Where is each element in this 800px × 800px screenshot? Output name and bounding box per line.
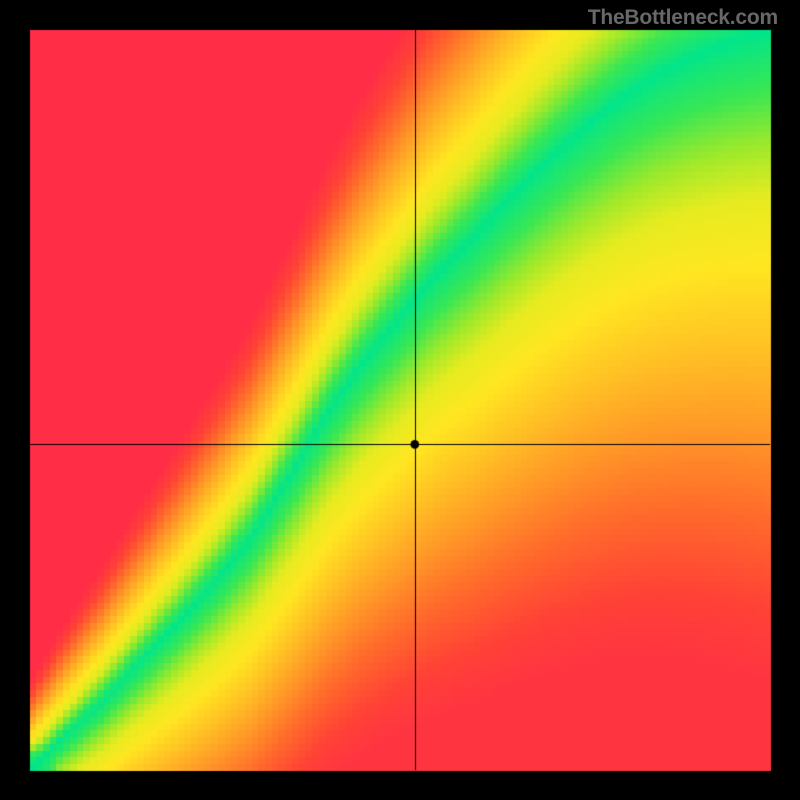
bottleneck-heatmap [0, 0, 800, 800]
chart-container: { "watermark": { "text": "TheBottleneck.… [0, 0, 800, 800]
watermark-text: TheBottleneck.com [588, 6, 778, 30]
